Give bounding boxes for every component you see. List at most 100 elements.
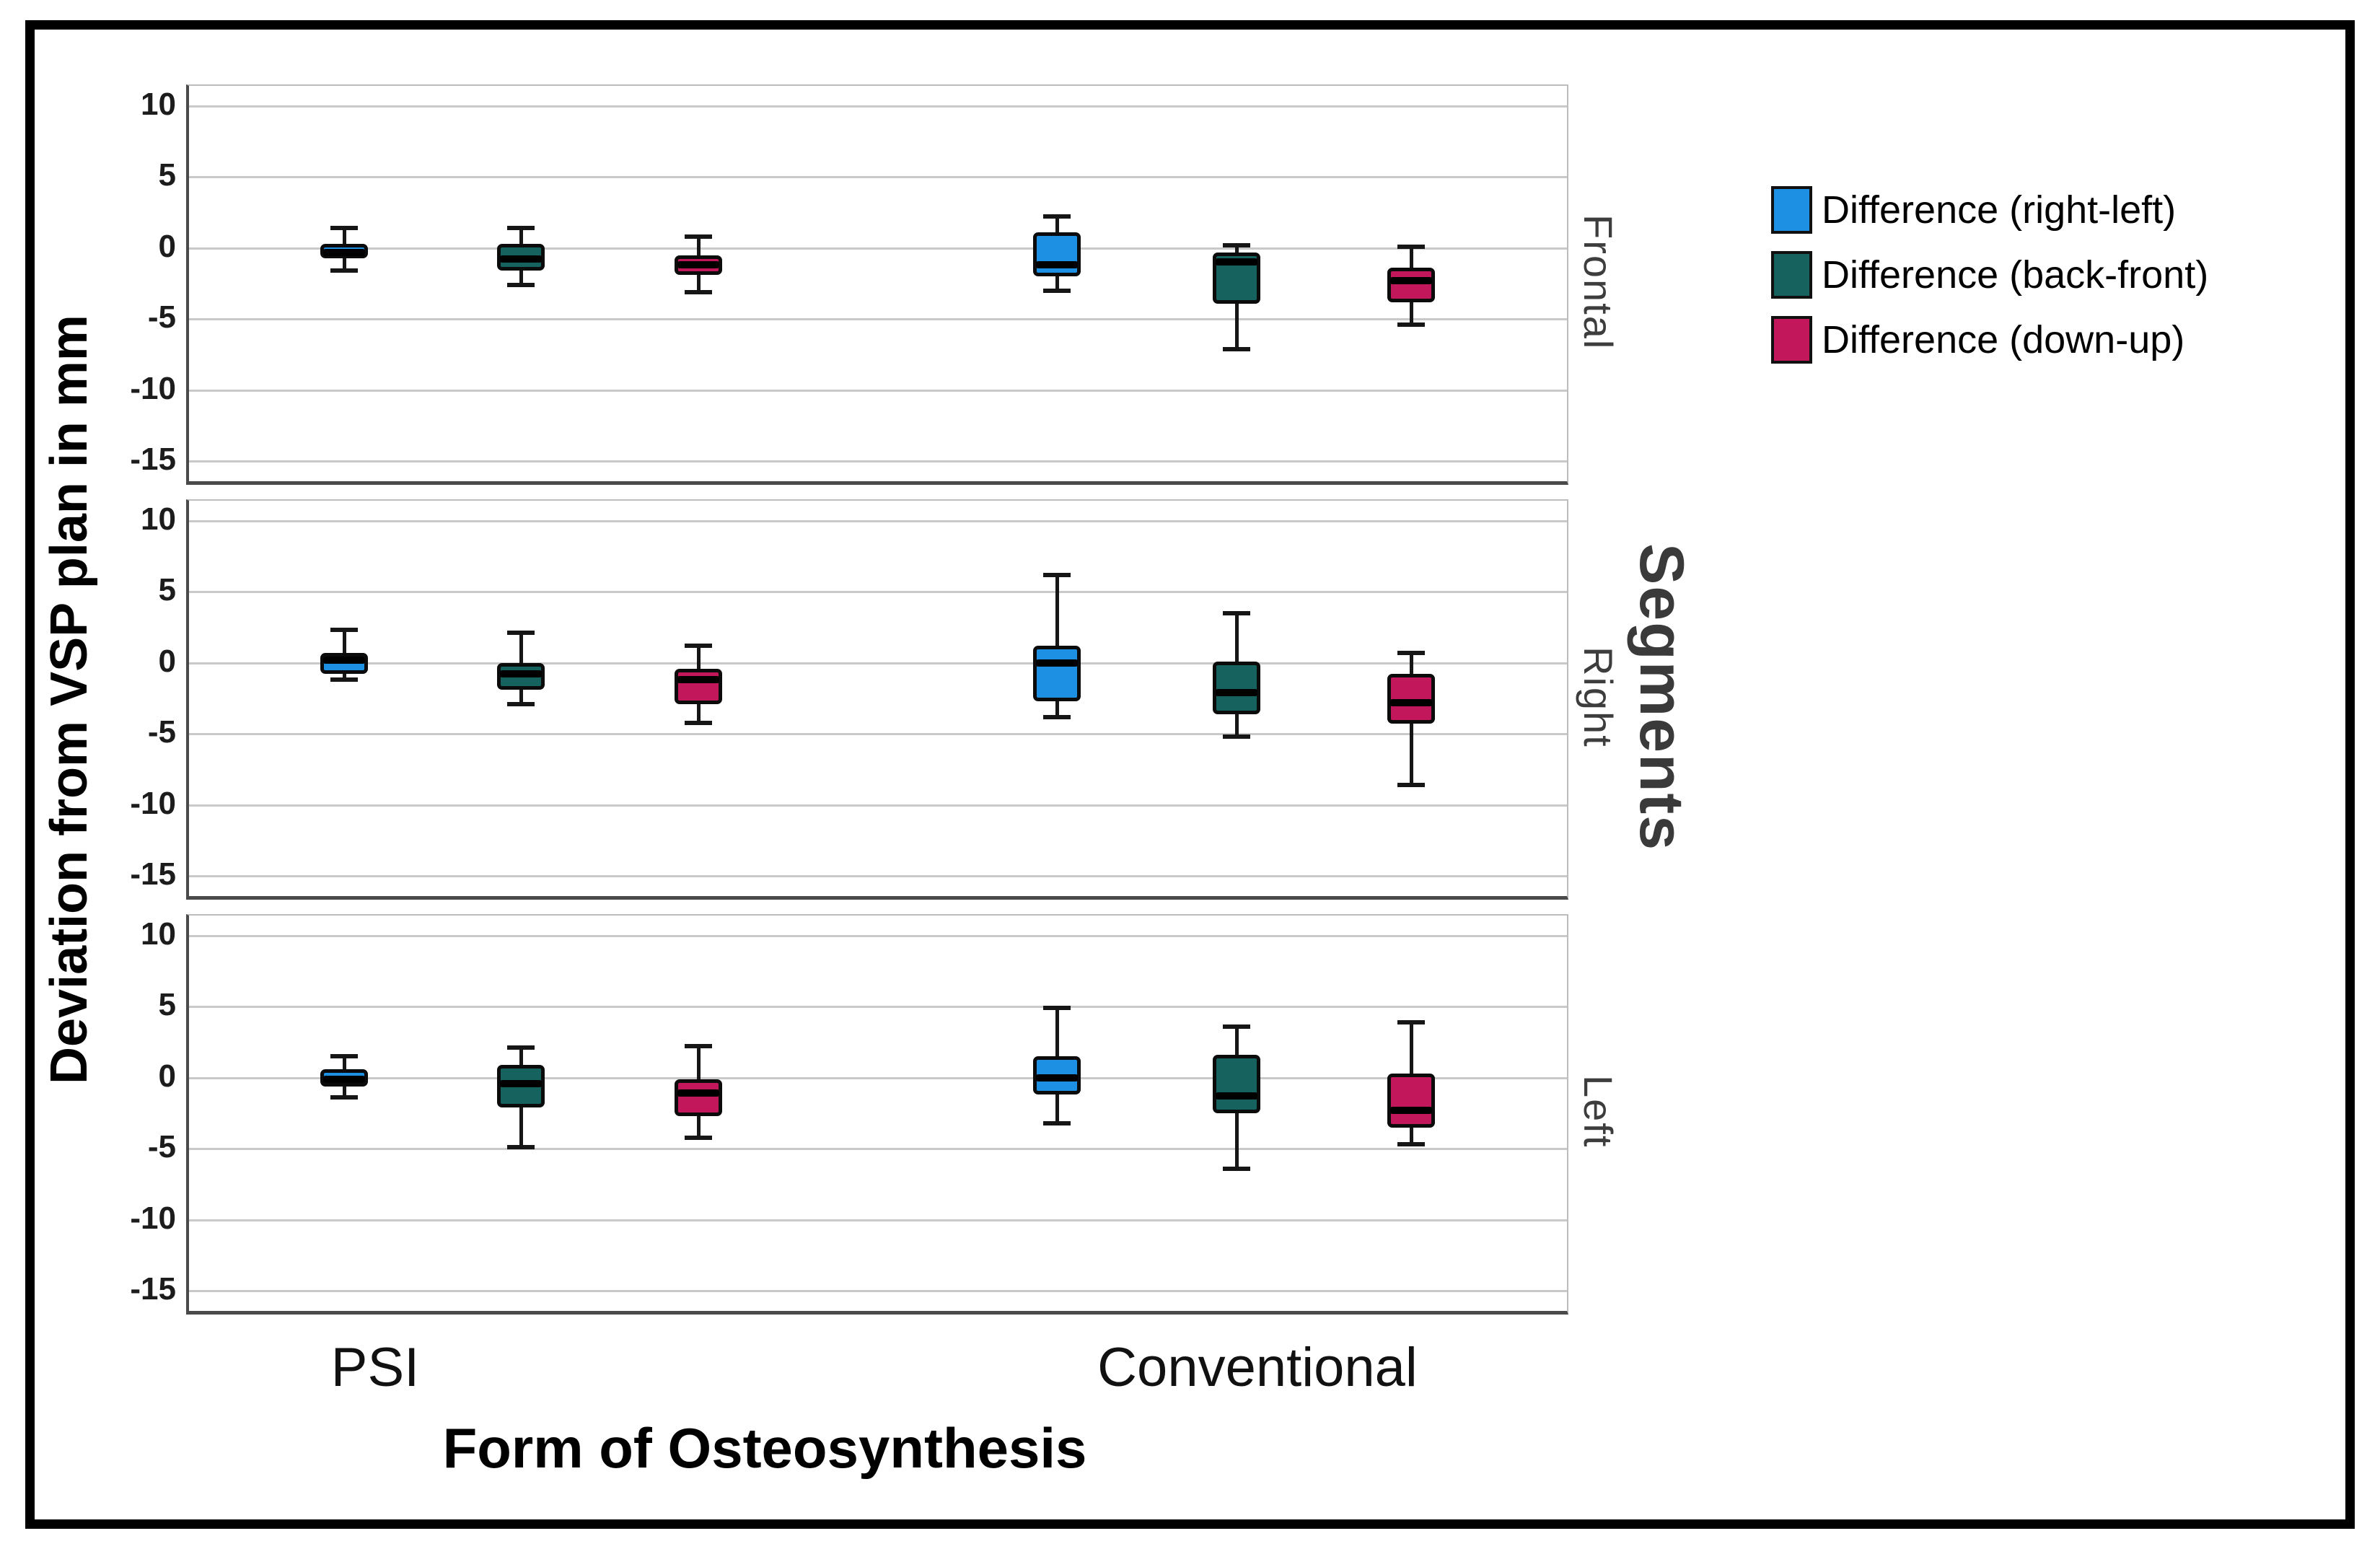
boxplot-median [1390,1107,1432,1115]
gridline-y10 [189,105,1567,107]
y-tick-label: -5 [147,714,176,750]
x-category-conventional: Conventional [1097,1337,1418,1398]
whisker-cap-bottom [1397,322,1425,328]
whisker-cap-bottom [685,720,712,725]
y-tick-label: -5 [147,1129,176,1165]
y-tick-label: -15 [130,856,176,892]
whisker-cap-bottom [1223,1166,1250,1171]
x-category-psi: PSI [330,1337,420,1398]
y-tick-label: 5 [158,987,176,1023]
boxplot-median [500,255,542,263]
gridline-y0 [189,1076,1567,1079]
y-tick-label: -10 [130,370,176,406]
figure-border [25,20,2355,1529]
whisker-cap-top [507,631,535,636]
whisker-stem [1055,574,1059,717]
whisker-cap-top [507,1045,535,1050]
y-tick-label: 10 [141,86,176,122]
gridline-y-5 [189,1148,1567,1151]
gridline-y5 [189,1006,1567,1009]
y-tick-label: -5 [147,299,176,335]
whisker-cap-top [330,1054,358,1059]
legend-swatch [1771,316,1812,364]
whisker-cap-bottom [330,268,358,273]
y-tick-label: 0 [158,1058,176,1094]
boxplot-box [1033,646,1081,701]
boxplot-box [675,1079,722,1116]
whisker-cap-top [1043,572,1071,577]
y-tick-label: 10 [141,916,176,952]
whisker-cap-top [685,644,712,649]
panel-frontal [186,84,1568,485]
whisker-cap-top [330,628,358,633]
whisker-cap-bottom [1397,1142,1425,1147]
whisker-cap-bottom [507,282,535,287]
boxplot-median [1036,261,1078,269]
panel-label-frontal: Frontal [1576,214,1621,351]
y-tick-label: -10 [130,785,176,821]
boxplot-median [1036,659,1078,667]
gridline-y5 [189,591,1567,594]
boxplot-median [677,676,719,684]
y-tick-label: 5 [158,157,176,193]
boxplot-box [1387,268,1435,302]
gridline-y-15 [189,875,1567,878]
whisker-cap-top [1043,1006,1071,1011]
boxplot-box [1387,1073,1435,1128]
boxplot-box [675,668,722,704]
gridline-y-10 [189,1219,1567,1221]
boxplot-median [1036,1074,1078,1081]
y-tick-label: 0 [158,228,176,264]
boxplot-median [500,670,542,678]
boxplot-median [323,656,365,664]
legend-swatch [1771,186,1812,234]
legend-label: Difference (down-up) [1822,318,2185,361]
boxplot-median [323,248,365,256]
gridline-y0 [189,247,1567,250]
boxplot-median [1216,689,1257,697]
boxplot-median [1216,258,1257,266]
gridline-y-15 [189,460,1567,463]
boxplot-median [677,261,719,269]
panel-right [186,499,1568,900]
boxplot-median [500,1079,542,1087]
whisker-cap-top [1397,244,1425,249]
whisker-cap-bottom [685,1135,712,1140]
whisker-cap-bottom [685,289,712,294]
gridline-y10 [189,519,1567,522]
whisker-cap-bottom [507,1145,535,1150]
whisker-cap-top [507,226,535,231]
boxplot-box [1213,661,1260,714]
whisker-cap-top [1223,242,1250,247]
boxplot-median [1390,277,1432,285]
whisker-cap-bottom [330,1095,358,1100]
gridline-y-10 [189,804,1567,807]
y-tick-label: 5 [158,572,176,608]
gridline-y-15 [189,1290,1567,1293]
whisker-cap-top [330,226,358,231]
gridline-y-5 [189,733,1567,736]
boxplot-median [323,1075,365,1083]
legend-label: Difference (right-left) [1822,188,2177,232]
gridline-y0 [189,662,1567,664]
whisker-cap-top [685,234,712,239]
panel-left [186,914,1568,1315]
whisker-cap-bottom [1043,714,1071,719]
boxplot-box [1033,232,1081,277]
whisker-cap-bottom [1223,734,1250,740]
whisker-cap-top [1043,214,1071,219]
legend-swatch [1771,251,1812,299]
whisker-cap-bottom [1043,1120,1071,1125]
whisker-cap-bottom [507,701,535,706]
panel-label-right: Right [1576,646,1621,748]
whisker-cap-top [1223,610,1250,615]
y-tick-label: -15 [130,1271,176,1307]
legend-label: Difference (back-front) [1822,253,2209,297]
gridline-y10 [189,934,1567,937]
whisker-cap-top [1223,1024,1250,1029]
gridline-y5 [189,176,1567,179]
y-tick-label: 10 [141,501,176,537]
boxplot-median [1216,1092,1257,1100]
whisker-cap-top [1397,1019,1425,1024]
